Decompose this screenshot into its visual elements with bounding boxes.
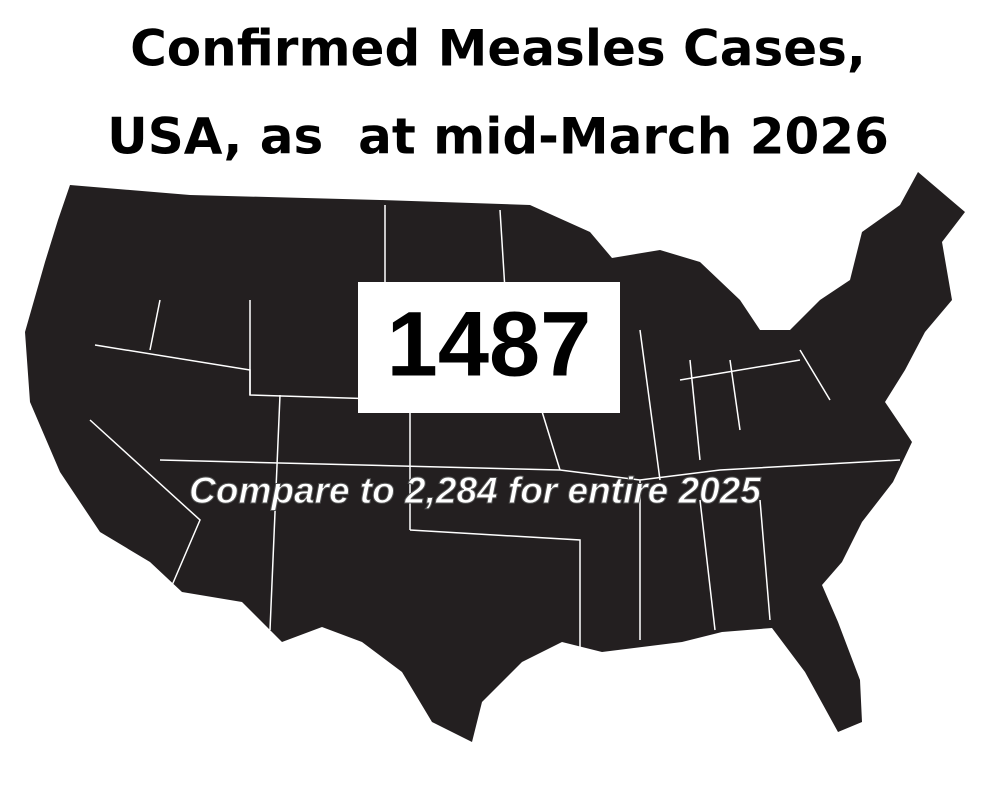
count-box xyxy=(358,282,620,413)
state-borders xyxy=(89,205,901,650)
title-line: USA, as at mid-March 2026 xyxy=(107,108,889,166)
case-count: 1487 xyxy=(387,293,592,395)
comparison-note: Compare to 2,284 for entire 2025 xyxy=(189,470,762,511)
title-line: Confirmed Measles Cases, xyxy=(130,20,866,78)
usa-silhouette xyxy=(25,172,965,742)
